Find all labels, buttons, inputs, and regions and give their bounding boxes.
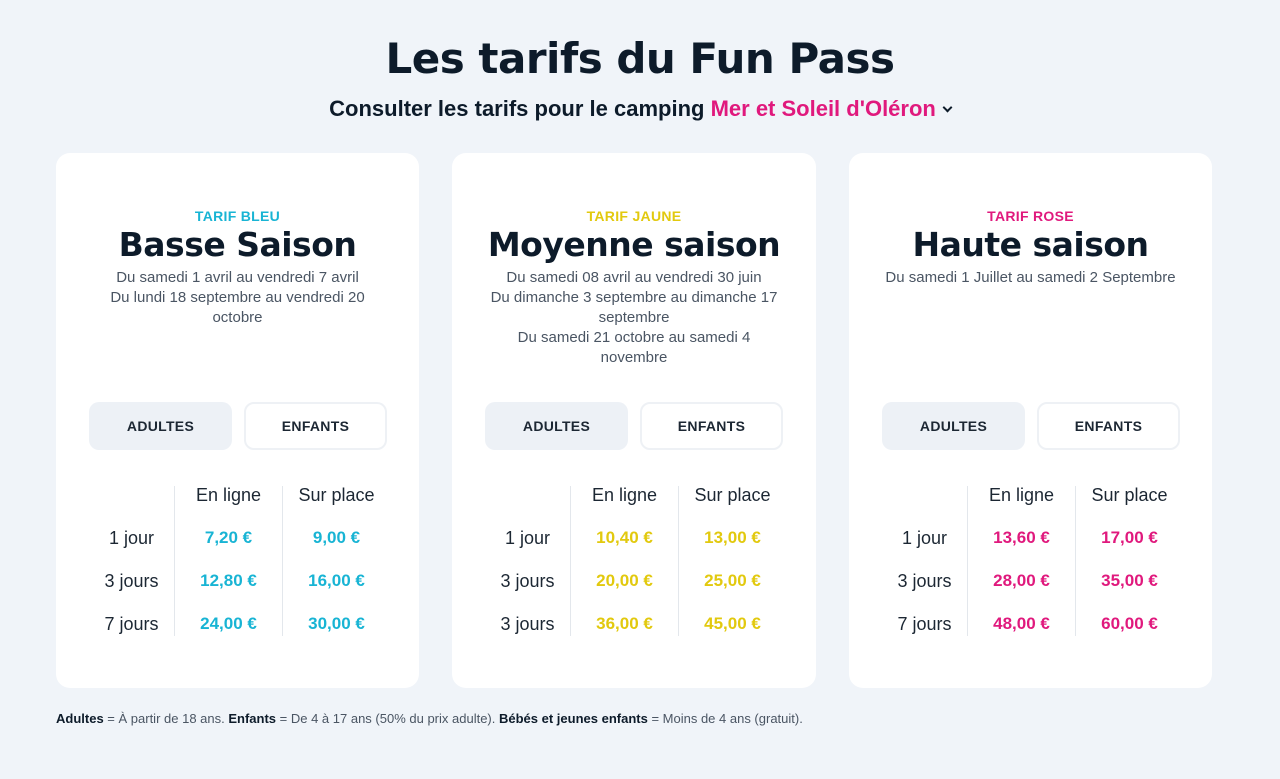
season-title: Moyenne saison [487, 225, 781, 264]
column-divider [174, 486, 175, 636]
date-range: Du lundi 18 septembre au vendredi 20 oct… [110, 289, 365, 326]
price-onsite: 30,00 € [308, 614, 365, 633]
price-onsite: 45,00 € [704, 614, 761, 633]
tarif-label: TARIF JAUNE [586, 208, 682, 224]
header-en-ligne: En ligne [988, 485, 1055, 505]
price-online: 48,00 € [993, 614, 1050, 633]
date-range: Du samedi 08 avril au vendredi 30 juin [506, 269, 762, 286]
header-sur-place: Sur place [1091, 485, 1168, 505]
price-onsite: 9,00 € [312, 528, 361, 547]
price-online: 28,00 € [993, 571, 1050, 590]
row-label: 1 jour [108, 528, 155, 548]
tab-adultes[interactable]: ADULTES [89, 402, 232, 450]
header-en-ligne: En ligne [591, 485, 658, 505]
tarif-card-jaune: TARIF JAUNE Moyenne saison Du samedi 08 … [452, 153, 816, 688]
price-onsite: 60,00 € [1101, 614, 1158, 633]
column-divider [967, 486, 968, 636]
footnote-term: Adultes [56, 711, 104, 726]
row-label: 7 jours [104, 614, 159, 634]
footnote-term: Bébés et jeunes enfants [499, 711, 648, 726]
tarif-card-rose: TARIF ROSE Haute saison Du samedi 1 Juil… [849, 153, 1212, 688]
pricing-footnote: Adultes = À partir de 18 ans. Enfants = … [56, 711, 803, 726]
column-divider [282, 486, 283, 636]
footnote-definition: = À partir de 18 ans. [107, 711, 225, 726]
price-onsite: 25,00 € [704, 571, 761, 590]
row-label: 7 jours [897, 614, 952, 634]
price-online: 20,00 € [596, 571, 653, 590]
date-range: Du samedi 1 Juillet au samedi 2 Septembr… [885, 269, 1176, 286]
row-label: 1 jour [504, 528, 551, 548]
row-label: 1 jour [901, 528, 948, 548]
price-onsite: 13,00 € [704, 528, 761, 547]
season-dates: Du samedi 08 avril au vendredi 30 juin D… [480, 268, 788, 368]
price-onsite: 16,00 € [308, 571, 365, 590]
date-range: Du samedi 21 octobre au samedi 4 novembr… [517, 329, 751, 366]
price-online: 13,60 € [993, 528, 1050, 547]
price-online: 12,80 € [200, 571, 257, 590]
price-online: 36,00 € [596, 614, 653, 633]
row-label: 3 jours [104, 571, 159, 591]
header-sur-place: Sur place [694, 485, 771, 505]
price-onsite: 17,00 € [1101, 528, 1158, 547]
season-title: Haute saison [912, 225, 1149, 264]
date-range: Du dimanche 3 septembre au dimanche 17 s… [490, 289, 778, 326]
row-label: 3 jours [500, 614, 555, 634]
camping-selector-line: Consulter les tarifs pour le camping Mer… [0, 96, 1280, 122]
footnote-definition: = De 4 à 17 ans (50% du prix adulte). [279, 711, 496, 726]
season-title: Basse Saison [118, 225, 357, 264]
camping-dropdown[interactable]: Mer et Soleil d'Oléron [710, 96, 953, 121]
tab-enfants[interactable]: ENFANTS [640, 402, 783, 450]
row-label: 3 jours [897, 571, 952, 591]
chevron-down-icon [942, 102, 953, 113]
row-label: 3 jours [500, 571, 555, 591]
footnote-term: Enfants [228, 711, 277, 726]
price-online: 10,40 € [596, 528, 653, 547]
header-en-ligne: En ligne [195, 485, 262, 505]
price-online: 24,00 € [200, 614, 257, 633]
tarif-label: TARIF ROSE [987, 208, 1074, 224]
tab-adultes[interactable]: ADULTES [882, 402, 1025, 450]
tab-enfants[interactable]: ENFANTS [1037, 402, 1180, 450]
page-title: Les tarifs du Fun Pass [385, 34, 895, 83]
tarif-label: TARIF BLEU [194, 208, 281, 224]
subtitle-prefix: Consulter les tarifs pour le camping [329, 96, 705, 121]
tab-enfants[interactable]: ENFANTS [244, 402, 387, 450]
date-range: Du samedi 1 avril au vendredi 7 avril [116, 269, 359, 286]
tarif-card-bleu: TARIF BLEU Basse Saison Du samedi 1 avri… [56, 153, 419, 688]
season-dates: Du samedi 1 avril au vendredi 7 avril Du… [86, 268, 389, 328]
column-divider [1075, 486, 1076, 636]
price-online: 7,20 € [204, 528, 253, 547]
column-divider [570, 486, 571, 636]
column-divider [678, 486, 679, 636]
tab-adultes[interactable]: ADULTES [485, 402, 628, 450]
header-sur-place: Sur place [298, 485, 375, 505]
camping-name: Mer et Soleil d'Oléron [710, 96, 936, 121]
season-dates: Du samedi 1 Juillet au samedi 2 Septembr… [869, 268, 1192, 288]
footnote-definition: = Moins de 4 ans (gratuit). [651, 711, 803, 726]
price-onsite: 35,00 € [1101, 571, 1158, 590]
